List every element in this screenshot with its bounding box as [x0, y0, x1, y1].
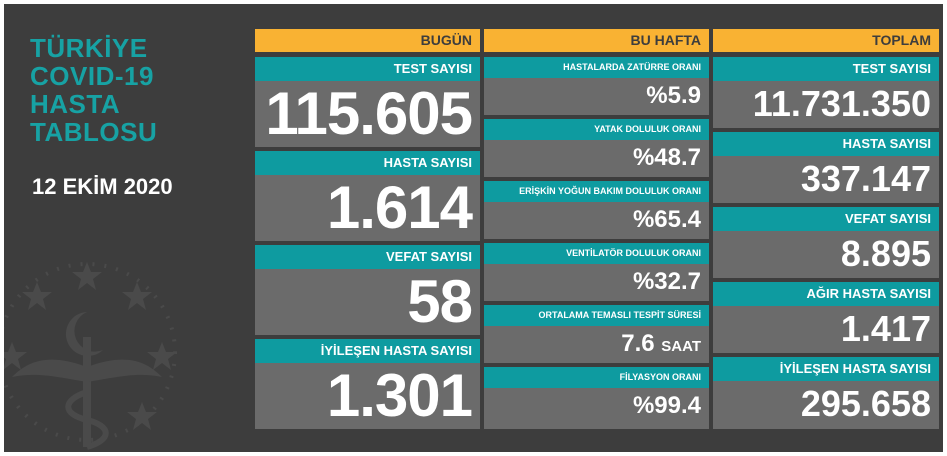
stat-number: 7.6: [621, 330, 655, 357]
stat-label: HASTALARDA ZATÜRRE ORANI: [484, 57, 709, 78]
stat-label: TEST SAYISI: [713, 57, 939, 81]
stat-value: 8.895: [840, 233, 931, 274]
stat-card-total-recovered: İYİLEŞEN HASTA SAYISI 295.658: [713, 357, 939, 429]
stat-value: 1.301: [326, 362, 473, 429]
stat-label: VEFAT SAYISI: [255, 245, 480, 269]
stat-value: 115.605: [265, 80, 473, 147]
column-header-bugun: BUGÜN: [255, 29, 480, 52]
stat-unit: SAAT: [661, 338, 701, 355]
stat-label: TEST SAYISI: [255, 57, 480, 81]
stat-label: FİLYASYON ORANI: [484, 367, 709, 388]
stat-number: %65.4: [632, 206, 701, 233]
title-line: COVID-19: [30, 61, 154, 91]
stat-number: %5.9: [646, 82, 701, 109]
ministry-emblem-icon: [4, 262, 177, 450]
column-header-toplam: TOPLAM: [713, 29, 939, 52]
title-line: TABLOSU: [30, 117, 158, 147]
stat-card-total-deaths: VEFAT SAYISI 8.895: [713, 207, 939, 278]
stat-label: YATAK DOLULUK ORANI: [484, 119, 709, 140]
stat-number: %99.4: [632, 392, 701, 419]
stat-value: 1.614: [326, 174, 473, 241]
stat-label: ORTALAMA TEMASLI TESPİT SÜRESİ: [484, 305, 709, 326]
stat-value: 1.417: [840, 308, 931, 349]
stat-card-total-tests: TEST SAYISI 11.731.350: [713, 57, 939, 128]
stat-number: %32.7: [632, 268, 701, 295]
stat-card-today-tests: TEST SAYISI 115.605: [255, 57, 480, 147]
stat-card-today-cases: HASTA SAYISI 1.614: [255, 151, 480, 241]
stat-card-ventilator-occupancy: VENTİLATÖR DOLULUK ORANI %32.7: [484, 243, 709, 301]
stat-value: %99.4: [484, 388, 709, 424]
stat-card-filiation-rate: FİLYASYON ORANI %99.4: [484, 367, 709, 429]
stat-card-total-critical: AĞIR HASTA SAYISI 1.417: [713, 282, 939, 353]
stat-label: İYİLEŞEN HASTA SAYISI: [255, 339, 480, 363]
stat-value: 295.658: [800, 383, 931, 424]
stat-card-today-recovered: İYİLEŞEN HASTA SAYISI 1.301: [255, 339, 480, 429]
stat-label: HASTA SAYISI: [255, 151, 480, 175]
stat-label: AĞIR HASTA SAYISI: [713, 282, 939, 306]
report-date: 12 EKİM 2020: [32, 174, 173, 199]
stat-card-pneumonia-rate: HASTALARDA ZATÜRRE ORANI %5.9: [484, 57, 709, 115]
stat-label: VEFAT SAYISI: [713, 207, 939, 231]
title-line: TÜRKİYE: [30, 33, 148, 63]
stat-value: 337.147: [800, 158, 931, 199]
stat-label: İYİLEŞEN HASTA SAYISI: [713, 357, 939, 381]
stat-card-total-cases: HASTA SAYISI 337.147: [713, 132, 939, 203]
stat-value: 7.6 SAAT: [484, 326, 709, 365]
stat-label: ERİŞKİN YOĞUN BAKIM DOLULUK ORANI: [484, 181, 709, 202]
title-line: HASTA: [30, 89, 121, 119]
stat-card-bed-occupancy: YATAK DOLULUK ORANI %48.7: [484, 119, 709, 177]
stat-value: %32.7: [484, 264, 709, 300]
page-title: TÜRKİYE COVID-19 HASTA TABLOSU: [30, 34, 157, 146]
column-header-bu-hafta: BU HAFTA: [484, 29, 709, 52]
stat-card-today-deaths: VEFAT SAYISI 58: [255, 245, 480, 335]
stat-card-contact-tracing-time: ORTALAMA TEMASLI TESPİT SÜRESİ 7.6 SAAT: [484, 305, 709, 363]
covid-table-board: TÜRKİYE COVID-19 HASTA TABLOSU 12 EKİM 2…: [4, 4, 943, 452]
stat-value: %48.7: [484, 140, 709, 176]
stat-label: VENTİLATÖR DOLULUK ORANI: [484, 243, 709, 264]
stat-value: %5.9: [484, 78, 709, 114]
stat-value: 11.731.350: [752, 83, 931, 124]
stat-number: %48.7: [632, 144, 701, 171]
stat-value: 58: [407, 268, 473, 335]
stat-value: %65.4: [484, 202, 709, 238]
stat-label: HASTA SAYISI: [713, 132, 939, 156]
stat-card-icu-occupancy: ERİŞKİN YOĞUN BAKIM DOLULUK ORANI %65.4: [484, 181, 709, 239]
